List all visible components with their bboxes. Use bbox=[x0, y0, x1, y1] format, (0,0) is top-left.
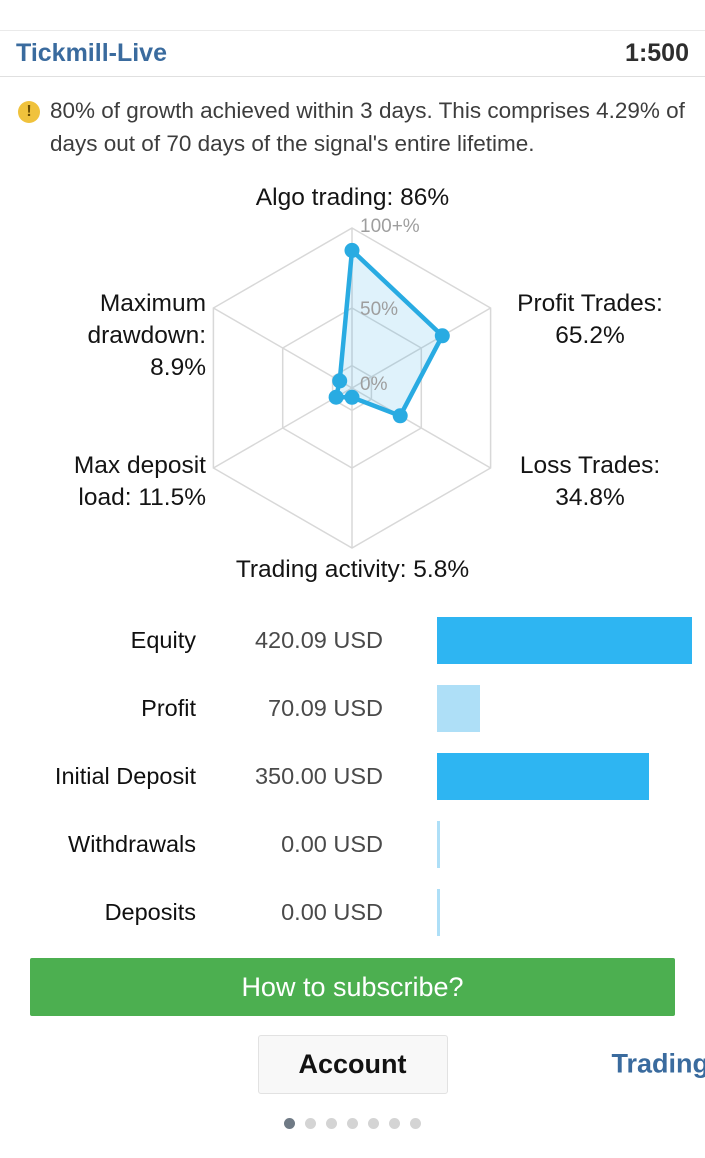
page-dot[interactable] bbox=[410, 1118, 421, 1130]
stat-value: 0.00 USD bbox=[281, 898, 383, 925]
stat-label: Initial Deposit bbox=[54, 762, 196, 789]
stat-bar-zone bbox=[437, 684, 705, 732]
stat-bar-zone bbox=[437, 752, 705, 800]
growth-notice-text: 80% of growth achieved within 3 days. Th… bbox=[50, 98, 685, 156]
leverage-value: 1:500 bbox=[625, 39, 689, 67]
page-dot[interactable] bbox=[347, 1118, 358, 1130]
stat-row: Equity 420.09 USD bbox=[0, 606, 705, 674]
stat-row: Deposits 0.00 USD bbox=[0, 878, 705, 946]
stat-bar-zone bbox=[437, 820, 705, 868]
stat-value: 420.09 USD bbox=[254, 626, 383, 653]
warning-icon: ! bbox=[18, 101, 40, 123]
ring-label-50: 50% bbox=[360, 299, 399, 321]
page-dot[interactable] bbox=[368, 1118, 379, 1130]
ring-label-0: 0% bbox=[360, 374, 388, 396]
stat-value: 350.00 USD bbox=[254, 762, 383, 789]
axis-label-algo-trading: Algo trading: 86% bbox=[255, 184, 450, 212]
top-divider bbox=[0, 0, 705, 31]
stat-bar bbox=[437, 888, 440, 936]
radar-chart: Algo trading: 86% Profit Trades: 65.2% L… bbox=[0, 178, 705, 598]
axis-label-loss-trades: Loss Trades: 34.8% bbox=[519, 452, 661, 512]
stat-bar bbox=[437, 752, 650, 800]
axis-label-max-deposit-load: Max deposit load: 11.5% bbox=[73, 452, 206, 512]
axis-label-profit-trades: Profit Trades: 65.2% bbox=[517, 290, 663, 350]
account-name-link[interactable]: Tickmill-Live bbox=[16, 39, 167, 67]
stat-bar-zone bbox=[437, 616, 705, 664]
stat-bar bbox=[437, 684, 480, 732]
stats-rows: Equity 420.09 USD Profit 70.09 USD Initi… bbox=[0, 606, 705, 946]
ring-label-100: 100+% bbox=[360, 216, 420, 238]
stat-row: Profit 70.09 USD bbox=[0, 674, 705, 742]
stat-value: 0.00 USD bbox=[281, 830, 383, 857]
page-dot[interactable] bbox=[326, 1118, 337, 1130]
tab-trading[interactable]: Trading bbox=[611, 1048, 705, 1079]
page-dots bbox=[0, 1116, 705, 1134]
tab-account[interactable]: Account bbox=[257, 1034, 448, 1094]
page-dot[interactable] bbox=[389, 1118, 400, 1130]
page-dot[interactable] bbox=[305, 1118, 316, 1130]
stat-label: Deposits bbox=[104, 898, 196, 925]
stat-label: Withdrawals bbox=[68, 830, 196, 857]
growth-notice: ! 80% of growth achieved within 3 days. … bbox=[0, 77, 705, 166]
header: Tickmill-Live 1:500 bbox=[0, 31, 705, 77]
page-dot[interactable] bbox=[284, 1118, 295, 1130]
stat-bar bbox=[437, 820, 440, 868]
axis-label-maximum-drawdown: Maximum drawdown: 8.9% bbox=[87, 290, 206, 381]
stat-row: Initial Deposit 350.00 USD bbox=[0, 742, 705, 810]
stat-bar bbox=[437, 616, 692, 664]
stat-bar-zone bbox=[437, 888, 705, 936]
stat-label: Equity bbox=[130, 626, 196, 653]
axis-label-trading-activity: Trading activity: 5.8% bbox=[235, 556, 470, 584]
how-to-subscribe-button[interactable]: How to subscribe? bbox=[30, 958, 675, 1017]
tab-bar: Account Trading bbox=[0, 1016, 705, 1112]
stat-label: Profit bbox=[141, 694, 196, 721]
stat-row: Withdrawals 0.00 USD bbox=[0, 810, 705, 878]
stat-value: 70.09 USD bbox=[268, 694, 383, 721]
radar-chart-svg bbox=[212, 227, 492, 550]
